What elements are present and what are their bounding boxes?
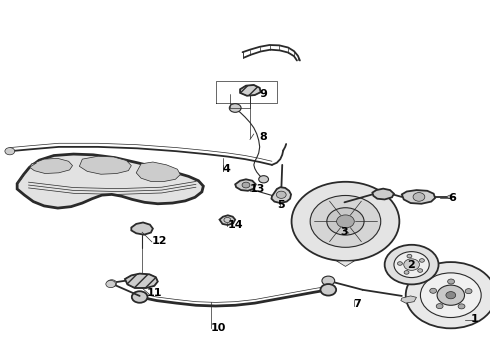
Text: 3: 3 xyxy=(341,227,348,237)
Circle shape xyxy=(446,292,456,299)
Circle shape xyxy=(132,291,147,303)
Circle shape xyxy=(385,245,439,284)
Text: 2: 2 xyxy=(407,260,415,270)
Circle shape xyxy=(107,280,117,287)
Circle shape xyxy=(404,259,419,270)
Circle shape xyxy=(406,262,490,328)
Circle shape xyxy=(448,279,455,284)
Circle shape xyxy=(394,252,429,278)
Polygon shape xyxy=(17,154,203,208)
Circle shape xyxy=(320,284,336,296)
Circle shape xyxy=(292,182,399,261)
Polygon shape xyxy=(446,195,455,199)
Text: 5: 5 xyxy=(277,200,285,210)
Text: 9: 9 xyxy=(260,89,268,99)
Circle shape xyxy=(436,303,443,309)
Text: 10: 10 xyxy=(211,323,226,333)
Circle shape xyxy=(437,285,465,305)
Polygon shape xyxy=(220,215,235,225)
Polygon shape xyxy=(240,85,261,96)
Polygon shape xyxy=(372,189,394,199)
Text: 13: 13 xyxy=(250,184,265,194)
Circle shape xyxy=(430,288,437,293)
Polygon shape xyxy=(29,158,73,174)
Circle shape xyxy=(322,276,335,285)
Circle shape xyxy=(242,182,250,188)
Polygon shape xyxy=(17,163,37,184)
Text: 8: 8 xyxy=(260,132,268,142)
Circle shape xyxy=(229,104,241,112)
Circle shape xyxy=(5,148,15,155)
Circle shape xyxy=(276,191,286,198)
Circle shape xyxy=(417,269,422,272)
Polygon shape xyxy=(125,274,158,288)
Circle shape xyxy=(465,289,472,294)
Polygon shape xyxy=(402,190,435,204)
Text: 4: 4 xyxy=(223,164,231,174)
Polygon shape xyxy=(337,261,354,266)
Circle shape xyxy=(420,273,481,318)
Circle shape xyxy=(413,193,425,201)
Polygon shape xyxy=(401,296,416,303)
Circle shape xyxy=(404,271,409,274)
Polygon shape xyxy=(136,162,180,181)
Circle shape xyxy=(397,262,402,265)
Circle shape xyxy=(259,176,269,183)
Text: 11: 11 xyxy=(147,288,163,298)
Circle shape xyxy=(407,254,412,258)
Circle shape xyxy=(106,280,116,288)
Circle shape xyxy=(337,215,354,228)
Text: 12: 12 xyxy=(152,236,168,246)
Text: 14: 14 xyxy=(228,220,244,230)
Circle shape xyxy=(327,208,364,235)
Text: 1: 1 xyxy=(470,314,478,324)
Text: 6: 6 xyxy=(448,193,456,203)
Text: 7: 7 xyxy=(353,299,361,309)
Polygon shape xyxy=(131,222,153,235)
Circle shape xyxy=(310,195,381,247)
Circle shape xyxy=(458,304,465,309)
Polygon shape xyxy=(235,179,256,191)
Polygon shape xyxy=(79,156,131,174)
Circle shape xyxy=(419,258,424,262)
Polygon shape xyxy=(271,187,291,203)
